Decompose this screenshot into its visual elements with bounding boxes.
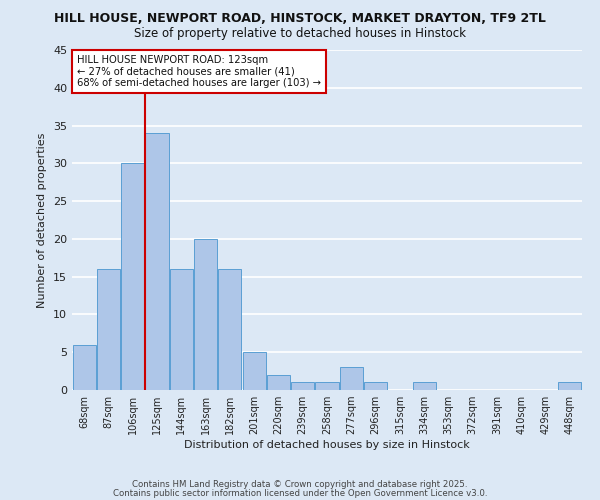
Bar xyxy=(73,344,95,390)
Bar xyxy=(170,269,193,390)
Text: HILL HOUSE NEWPORT ROAD: 123sqm
← 27% of detached houses are smaller (41)
68% of: HILL HOUSE NEWPORT ROAD: 123sqm ← 27% of… xyxy=(77,55,321,88)
Text: Contains HM Land Registry data © Crown copyright and database right 2025.: Contains HM Land Registry data © Crown c… xyxy=(132,480,468,489)
Y-axis label: Number of detached properties: Number of detached properties xyxy=(37,132,47,308)
Bar xyxy=(218,269,241,390)
Text: HILL HOUSE, NEWPORT ROAD, HINSTOCK, MARKET DRAYTON, TF9 2TL: HILL HOUSE, NEWPORT ROAD, HINSTOCK, MARK… xyxy=(54,12,546,26)
Bar xyxy=(97,269,120,390)
Bar xyxy=(194,239,217,390)
Text: Contains public sector information licensed under the Open Government Licence v3: Contains public sector information licen… xyxy=(113,488,487,498)
Bar xyxy=(242,352,266,390)
Bar xyxy=(291,382,314,390)
Bar xyxy=(121,164,144,390)
Bar xyxy=(316,382,338,390)
Bar xyxy=(145,133,169,390)
Bar xyxy=(340,368,363,390)
X-axis label: Distribution of detached houses by size in Hinstock: Distribution of detached houses by size … xyxy=(184,440,470,450)
Text: Size of property relative to detached houses in Hinstock: Size of property relative to detached ho… xyxy=(134,28,466,40)
Bar xyxy=(559,382,581,390)
Bar xyxy=(364,382,387,390)
Bar xyxy=(267,375,290,390)
Bar xyxy=(413,382,436,390)
